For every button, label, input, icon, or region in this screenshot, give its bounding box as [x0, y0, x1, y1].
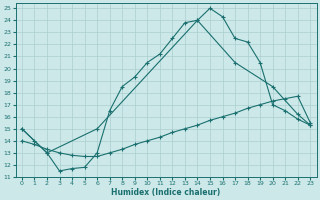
X-axis label: Humidex (Indice chaleur): Humidex (Indice chaleur): [111, 188, 221, 197]
